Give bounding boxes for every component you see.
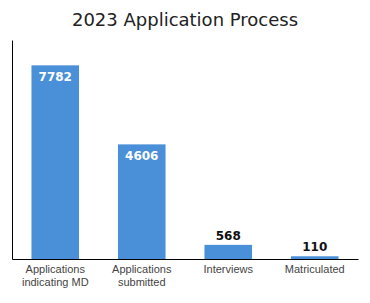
bar: [31, 65, 79, 259]
data-labels: 7782 4606 568 110: [39, 70, 328, 254]
x-axis-line: [13, 259, 359, 260]
x-axis: Applicationsindicating MD Applicationssub…: [13, 260, 359, 289]
x-tick-label: Applicationsindicating MD: [22, 263, 89, 288]
bars: [31, 65, 338, 259]
bar: [118, 144, 166, 259]
x-tick-label: Matriculated: [285, 263, 345, 275]
x-tick-label: Interviews: [203, 263, 253, 275]
chart-svg: 77824606568110Applicationsindicating MDA…: [0, 0, 370, 303]
x-tick-label: Applicationssubmitted: [112, 263, 172, 288]
data-label: 4606: [125, 149, 158, 163]
x-tick: Applicationsindicating MD: [22, 263, 89, 288]
data-label: 110: [302, 240, 327, 254]
x-tick: Matriculated: [285, 263, 345, 275]
bar: [204, 245, 252, 259]
data-label: 568: [216, 229, 241, 243]
plot-area: 77824606568110Applicationsindicating MDA…: [13, 41, 359, 289]
data-label: 7782: [39, 70, 72, 84]
y-axis: [12, 41, 13, 260]
y-axis-line: [12, 41, 13, 260]
x-tick: Applicationssubmitted: [112, 263, 172, 288]
bar: [291, 256, 339, 259]
chart-title: 2023 Application Process: [72, 9, 298, 30]
x-tick: Interviews: [203, 263, 253, 275]
